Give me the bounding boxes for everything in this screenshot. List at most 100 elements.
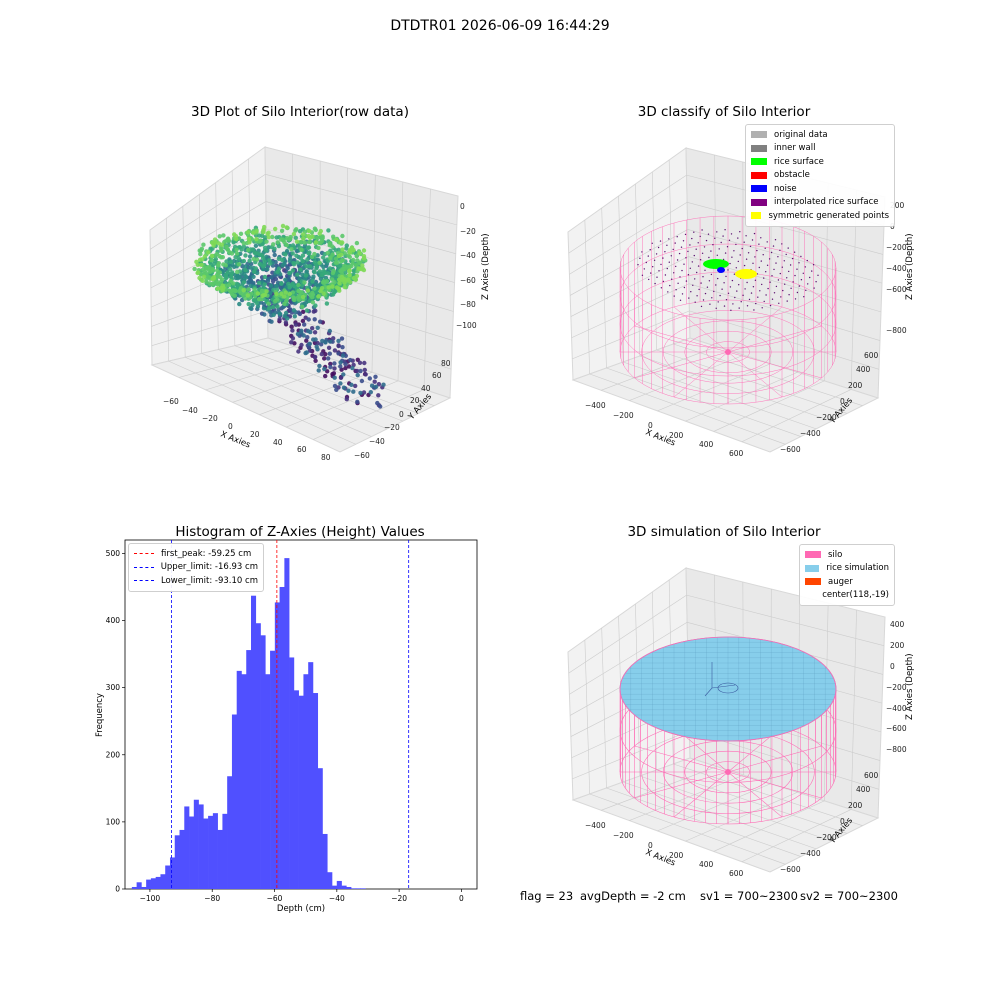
legend-label: auger xyxy=(828,576,853,587)
z-tick: −400 xyxy=(886,264,907,273)
x-tick: 400 xyxy=(699,440,714,449)
histogram-bar xyxy=(351,888,357,889)
histogram-title: Histogram of Z-Axies (Height) Values xyxy=(175,524,425,540)
noise-cluster xyxy=(717,267,725,273)
histogram-bar xyxy=(227,776,233,889)
sv1-text: sv1 = 700~2300 xyxy=(700,889,798,903)
x-tick: 0 xyxy=(228,422,233,431)
interpolated-rice-surface xyxy=(637,229,819,311)
legend-label: Lower_limit: -93.10 cm xyxy=(160,575,258,586)
z-tick: −600 xyxy=(886,285,907,294)
histogram-bar xyxy=(355,888,361,889)
y-axis-label: Frequency xyxy=(95,693,105,737)
histogram-bar xyxy=(360,888,366,889)
histogram-bar xyxy=(165,865,171,889)
simulation-3d-plot: −400 −200 0 200 400 600 −600 −400 −200 0… xyxy=(567,567,915,878)
histogram-bar xyxy=(189,816,195,889)
histogram-bars xyxy=(131,558,366,889)
histogram-bar xyxy=(160,874,166,889)
x-tick: 20 xyxy=(250,430,260,439)
z-axis-label: Z Axies (Depth) xyxy=(481,233,491,300)
histogram-bar xyxy=(198,804,204,889)
z-tick: 0 xyxy=(890,222,895,231)
symmetric-points-cluster xyxy=(735,269,757,279)
legend-line xyxy=(134,553,154,555)
legend-item: auger xyxy=(805,575,889,589)
legend-label: symmetric generated points xyxy=(768,210,889,221)
histogram-bar xyxy=(346,886,352,889)
z-axis-label: Z Axies (Depth) xyxy=(905,233,915,300)
z-tick: −60 xyxy=(460,276,476,285)
y-tick: 0 xyxy=(399,410,404,419)
x-tick: 0 xyxy=(648,421,653,430)
histogram-bar xyxy=(246,650,252,889)
simulation-plot-title: 3D simulation of Silo Interior xyxy=(627,524,821,540)
histogram-bar xyxy=(317,768,323,889)
histogram-bar xyxy=(260,635,266,889)
legend-swatch xyxy=(751,198,767,206)
histogram-bar xyxy=(336,880,342,889)
y-tick: −60 xyxy=(354,451,370,460)
y-tick: −200 xyxy=(816,833,837,842)
y-tick: −400 xyxy=(800,849,821,858)
histogram-bar xyxy=(231,714,238,889)
z-tick: −800 xyxy=(886,745,907,754)
y-tick-label: 0 xyxy=(115,885,120,894)
x-tick: 200 xyxy=(669,851,684,860)
histogram-bar xyxy=(270,650,276,889)
y-tick: 40 xyxy=(421,384,431,393)
legend-item: rice surface xyxy=(751,155,889,169)
legend-line xyxy=(134,566,154,568)
axes-panes xyxy=(149,146,459,453)
z-tick: −200 xyxy=(886,243,907,252)
y-tick: −600 xyxy=(780,865,801,874)
y-tick: 80 xyxy=(441,359,451,368)
z-tick: 0 xyxy=(460,202,465,211)
legend-item: obstacle xyxy=(751,169,889,183)
y-tick: −400 xyxy=(800,429,821,438)
x-tick: 80 xyxy=(321,453,331,462)
legend-item: first_peak: -59.25 cm xyxy=(134,547,258,561)
x-tick: 600 xyxy=(729,449,744,458)
histogram-bar xyxy=(303,674,309,889)
x-tick: −400 xyxy=(585,821,606,830)
y-tick: 400 xyxy=(856,785,871,794)
histogram-bar xyxy=(322,833,328,889)
z-tick: −400 xyxy=(886,704,907,713)
x-tick: 200 xyxy=(669,431,684,440)
histogram-bar xyxy=(308,662,314,889)
x-tick-label: −100 xyxy=(140,894,161,903)
z-tick: −80 xyxy=(460,300,476,309)
sv2-text: sv2 = 700~2300 xyxy=(800,889,898,903)
histogram-bar xyxy=(255,623,261,889)
z-tick: 200 xyxy=(890,201,905,210)
point-cloud xyxy=(192,223,386,409)
histogram-bar xyxy=(169,857,176,889)
threshold-lines xyxy=(171,540,410,889)
z-tick: 400 xyxy=(890,620,905,629)
classify-plot-title: 3D classify of Silo Interior xyxy=(637,104,811,120)
x-tick: 0 xyxy=(648,841,653,850)
legend-line xyxy=(134,580,154,582)
y-tick-label: 300 xyxy=(106,683,121,692)
histogram-bar xyxy=(236,670,242,889)
legend-label: noise xyxy=(774,183,797,194)
legend-item: center(118,-19) xyxy=(805,589,889,603)
histogram-bar xyxy=(222,813,228,889)
z-tick: −20 xyxy=(460,227,476,236)
x-axis-label: Depth (cm) xyxy=(277,904,325,914)
legend-item: inner wall xyxy=(751,142,889,156)
histogram-bar xyxy=(179,829,185,889)
y-tick: −40 xyxy=(369,437,385,446)
x-tick: −60 xyxy=(163,397,179,406)
x-tick-label: −40 xyxy=(329,894,345,903)
y-tick-label: 400 xyxy=(106,616,121,625)
legend-item: Lower_limit: -93.10 cm xyxy=(134,574,258,588)
x-tick: −400 xyxy=(585,401,606,410)
legend-label: Upper_limit: -16.93 cm xyxy=(160,562,258,573)
z-tick: −800 xyxy=(886,326,907,335)
figure-title: DTDTR01 2026-06-09 16:44:29 xyxy=(390,18,610,34)
x-tick-label: −60 xyxy=(267,894,283,903)
silo-top-rim xyxy=(619,636,837,742)
histogram-legend: first_peak: -59.25 cm Upper_limit: -16.9… xyxy=(128,543,264,592)
